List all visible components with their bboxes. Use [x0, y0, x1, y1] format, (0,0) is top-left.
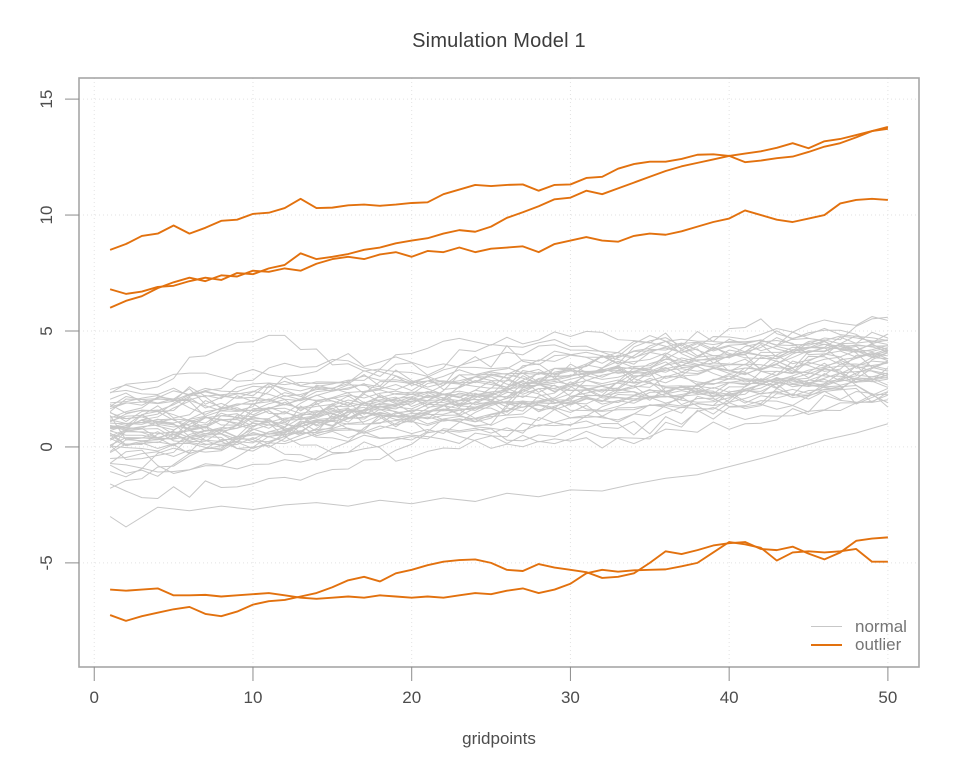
normal-line-low: [109, 423, 889, 528]
y-tick-label: 5: [37, 326, 56, 335]
y-tick-label: 15: [37, 90, 56, 109]
normal-line: [110, 353, 888, 438]
normal-line: [110, 394, 889, 449]
normal-line: [109, 344, 889, 413]
legend-label-normal: normal: [855, 617, 907, 636]
normal-line: [109, 377, 889, 440]
x-tick-label: 30: [561, 688, 580, 707]
chart-title: Simulation Model 1: [412, 30, 586, 52]
outlier-series-group: [109, 126, 889, 622]
normal-line: [110, 376, 888, 473]
normal-line: [109, 332, 889, 408]
y-tick-label: -5: [37, 555, 56, 570]
x-tick-label: 0: [90, 688, 99, 707]
normal-line: [109, 339, 888, 423]
normal-line: [109, 394, 889, 452]
normal-line: [110, 368, 889, 399]
y-axis-ticks: -5 0 5 10 15: [37, 90, 79, 570]
outlier-upper-2-line: [109, 127, 889, 295]
normal-line: [109, 333, 889, 477]
x-axis-label: gridpoints: [462, 729, 536, 748]
x-axis-ticks: 0 10 20 30 40 50: [90, 667, 897, 707]
plot-border: [78, 77, 920, 668]
normal-line: [109, 331, 889, 419]
normal-line: [109, 384, 889, 431]
normal-line: [109, 389, 889, 478]
normal-line: [109, 359, 888, 475]
legend-line-normal-icon: [811, 626, 842, 627]
x-tick-label: 10: [244, 688, 263, 707]
legend-line-outlier-icon: [811, 643, 842, 646]
legend-item-normal: normal: [811, 618, 907, 635]
normal-series-group: [109, 316, 889, 528]
legend-label-outlier: outlier: [855, 635, 902, 654]
normal-line: [110, 330, 888, 404]
normal-line: [109, 316, 889, 447]
normal-line: [109, 343, 888, 489]
x-tick-label: 20: [402, 688, 421, 707]
outlier-lower-2-line: [109, 536, 888, 622]
normal-line: [109, 391, 889, 451]
x-tick-label: 50: [878, 688, 897, 707]
x-tick-label: 40: [720, 688, 739, 707]
normal-line: [109, 354, 889, 440]
normal-line: [109, 341, 889, 436]
normal-line: [109, 348, 889, 500]
grid-lines: [79, 78, 919, 667]
normal-line: [110, 365, 888, 430]
normal-line: [110, 374, 889, 431]
y-tick-label: 0: [37, 442, 56, 451]
normal-line: [109, 346, 889, 446]
y-tick-label: 10: [37, 206, 56, 225]
normal-line: [109, 379, 888, 432]
outlier-upper-1-line: [109, 126, 889, 251]
legend-item-outlier: outlier: [811, 636, 907, 653]
normal-line: [109, 330, 889, 391]
outlier-upper-3-line: [109, 197, 888, 309]
legend: normal outlier: [811, 618, 907, 654]
